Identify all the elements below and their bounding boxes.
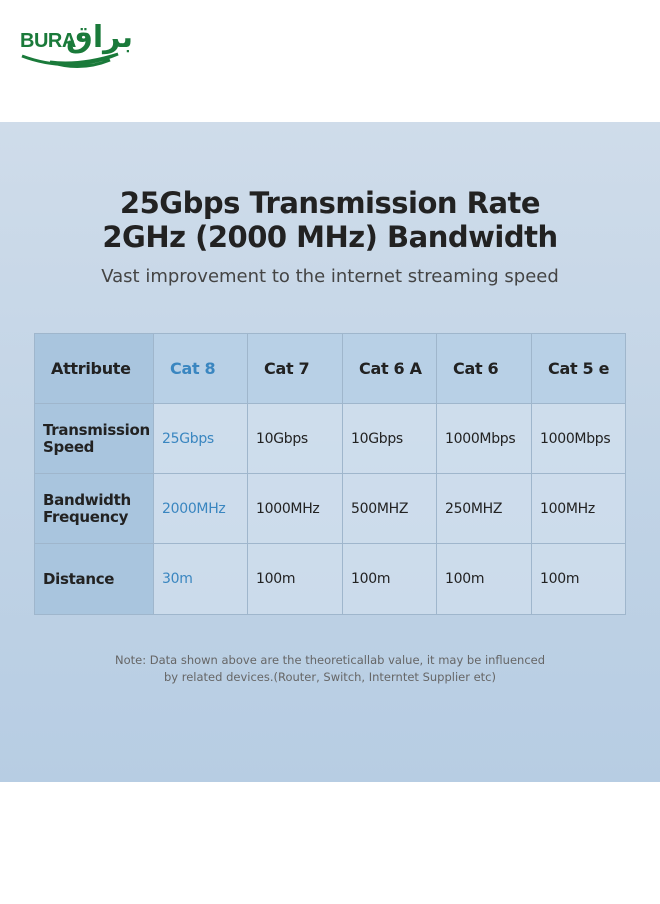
table-cell: 100m [531, 543, 626, 615]
column-header: Cat 6 A [342, 333, 437, 404]
table-cell: 100m [247, 543, 343, 615]
table-cell: 100m [436, 543, 532, 615]
note: Note: Data shown above are the theoretic… [114, 653, 546, 667]
row-header: Bandwidth Frequency [34, 473, 154, 544]
table-cell: 25Gbps [153, 403, 248, 474]
table-cell: 2000MHz [153, 473, 248, 544]
table-cell: 1000MHz [247, 473, 343, 544]
column-header: Cat 8 [153, 333, 248, 404]
table-cell: 30m [153, 543, 248, 615]
logo-text: BURA [20, 30, 76, 52]
column-header: Attribute [34, 333, 154, 404]
table-cell: 100MHz [531, 473, 626, 544]
table: Attribute Cat 8 Cat 7 Cat 6 A Cat 6 Cat 5 e Tr… [34, 333, 626, 615]
row-header: Distance [34, 543, 154, 615]
title: 25Gbps Transmission Rate [119, 186, 541, 220]
table-cell: 1000Mbps [436, 403, 532, 474]
row-header: Transmission Speed [34, 403, 154, 474]
column-header: Cat 6 [436, 333, 532, 404]
note: by related devices.(Router, Switch, Inte… [163, 670, 496, 684]
table-cell: 100m [342, 543, 437, 615]
logo-arabic: براق [66, 20, 134, 55]
table-cell: 1000Mbps [531, 403, 626, 474]
subtitle: Vast improvement to the internet streami… [101, 266, 559, 287]
column-header: Cat 7 [247, 333, 343, 404]
logo-swoosh [21, 52, 119, 68]
column-header: Cat 5 e [531, 333, 626, 404]
table-cell: 250MHZ [436, 473, 532, 544]
title: 2GHz (2000 MHz) Bandwidth [102, 220, 558, 254]
table-cell: 10Gbps [342, 403, 437, 474]
table-cell: 10Gbps [247, 403, 343, 474]
table-cell: 500MHZ [342, 473, 437, 544]
